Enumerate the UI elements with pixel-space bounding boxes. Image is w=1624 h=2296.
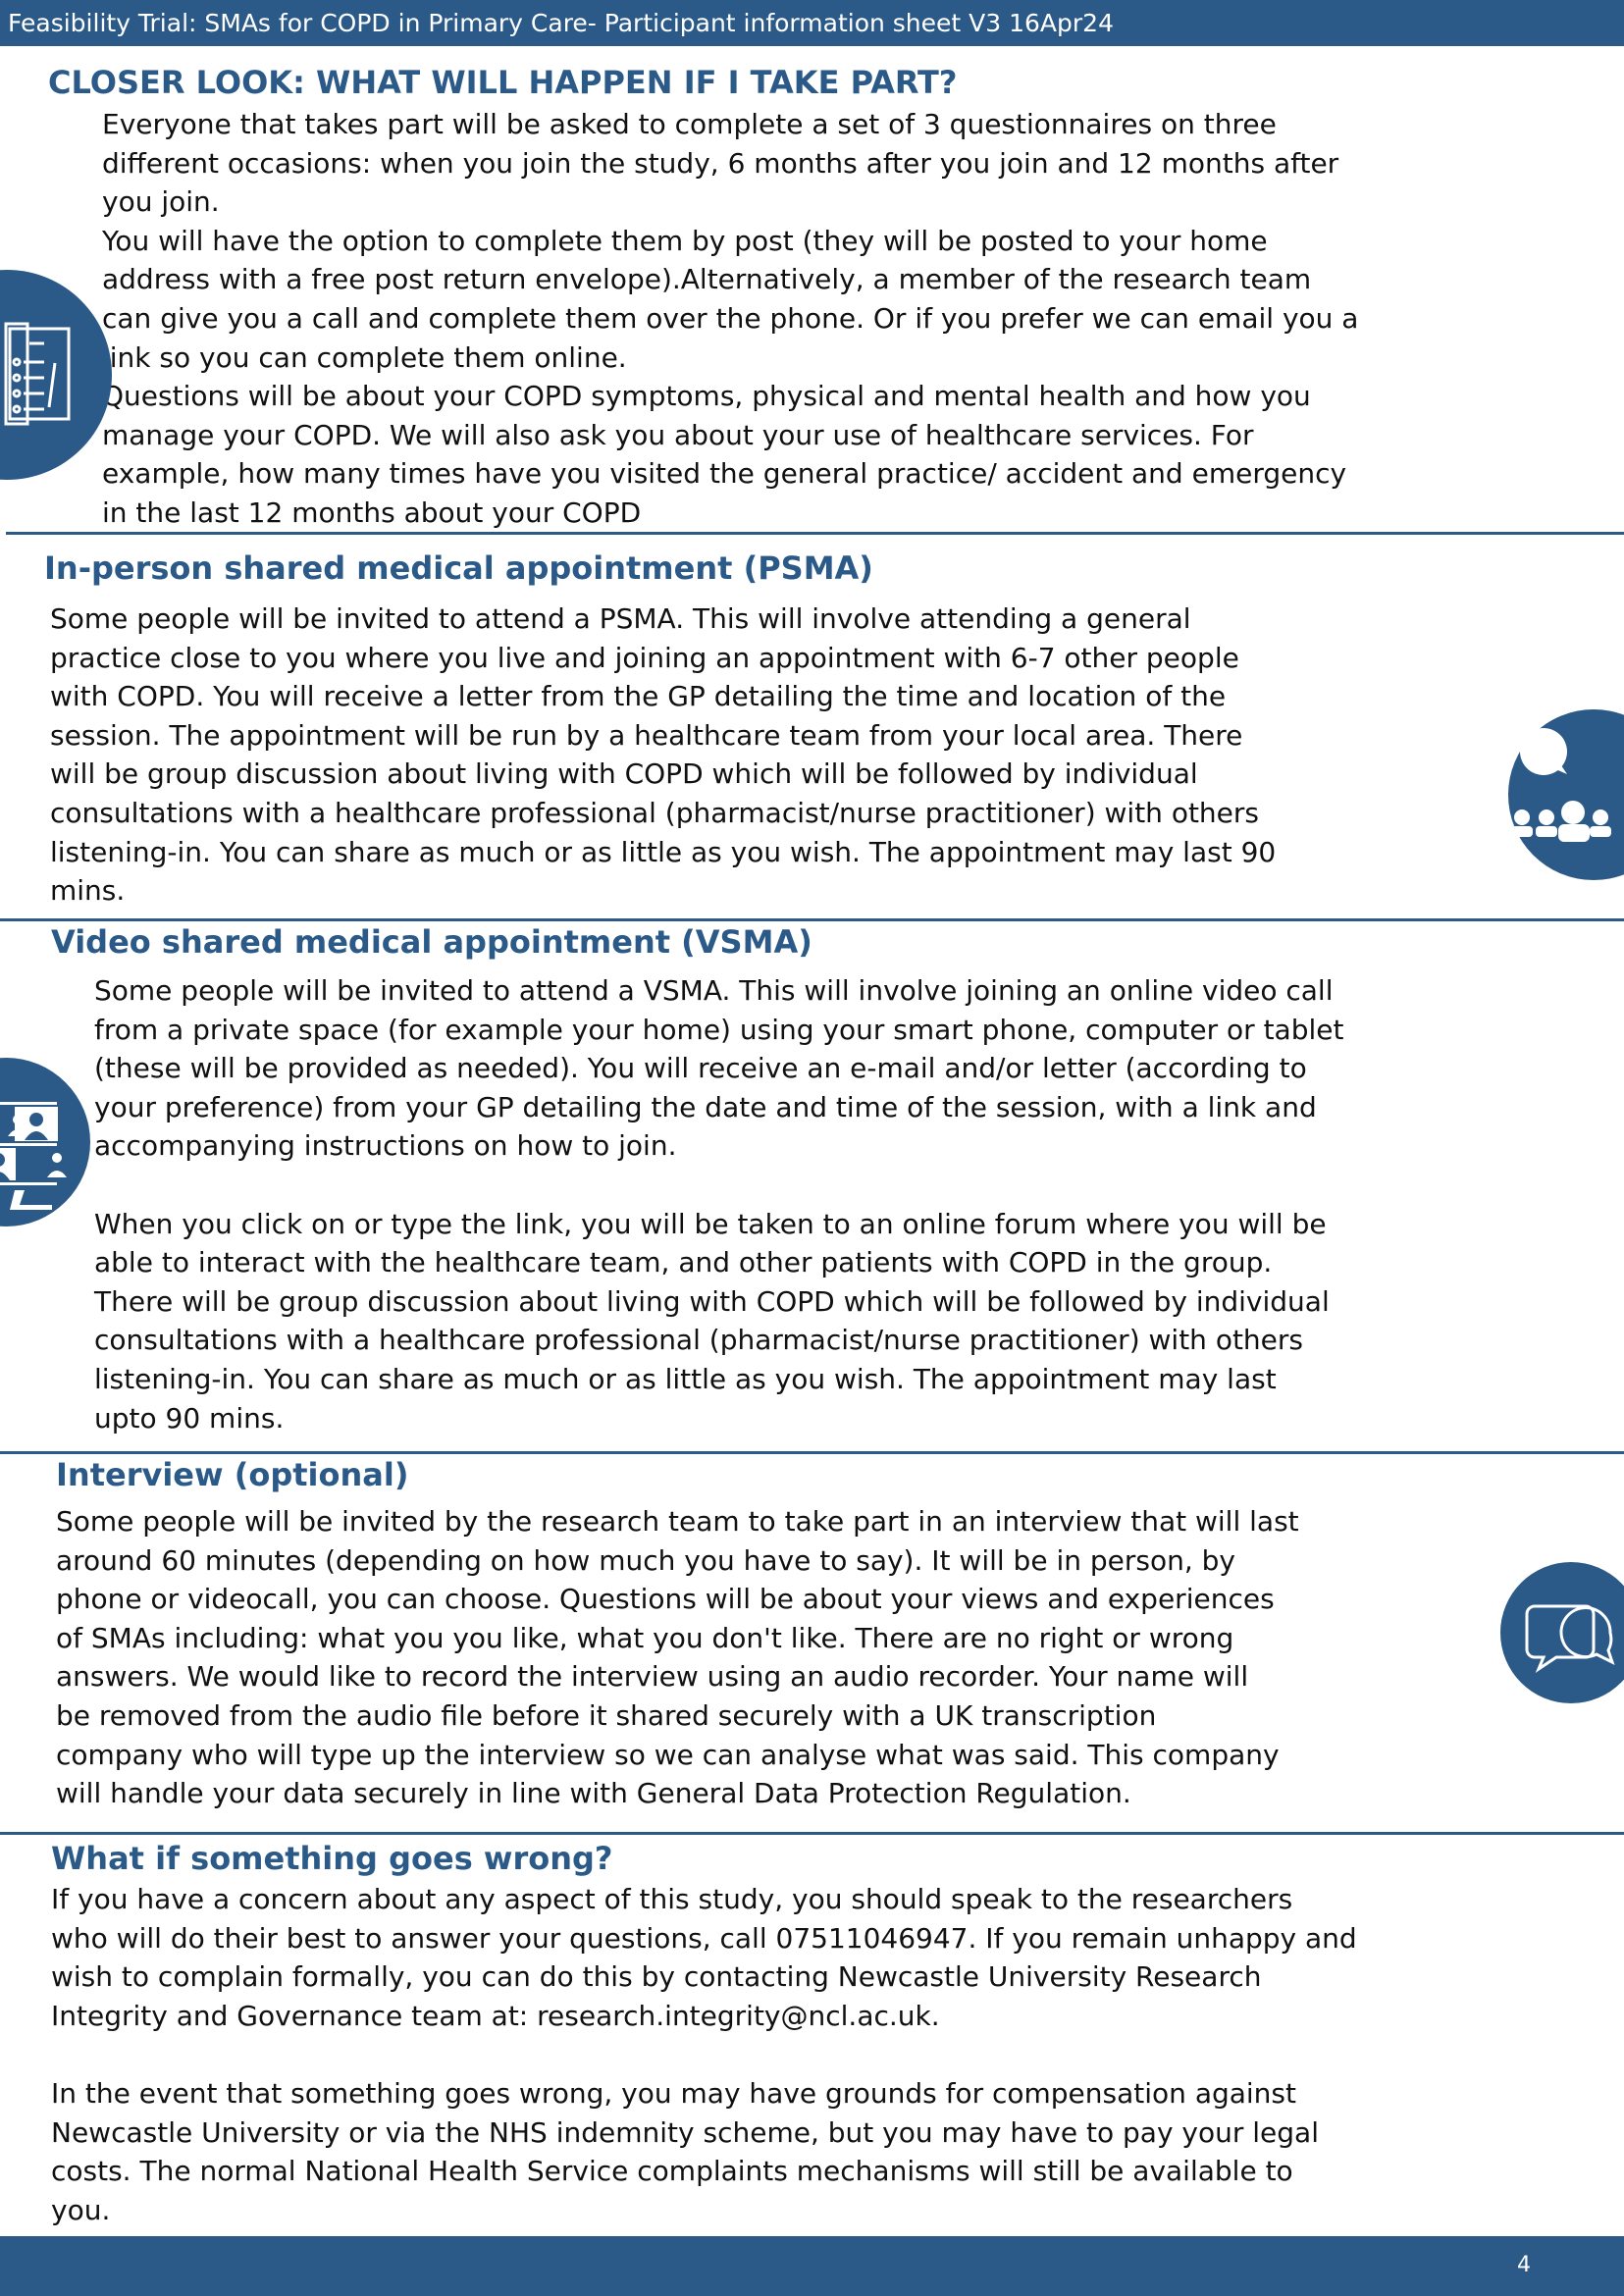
text-line: session. The appointment will be run by …: [50, 718, 1243, 752]
text-line: able to interact with the healthcare tea…: [94, 1246, 1273, 1279]
what-if-wrong-text: If you have a concern about any aspect o…: [51, 1880, 1582, 2229]
text-line: [94, 1166, 1576, 1205]
psma-text: Some people will be invited to attend a …: [50, 600, 1497, 911]
text-line: Some people will be invited to attend a …: [94, 974, 1334, 1007]
text-line: listening-in. You can share as much or a…: [50, 835, 1277, 868]
text-line: who will do their best to answer your qu…: [51, 1921, 1357, 1955]
section-divider: [0, 1451, 1624, 1454]
text-line: wish to complain formally, you can do th…: [51, 1960, 1262, 1994]
text-line: link so you can complete them online.: [102, 340, 627, 374]
text-line: with COPD. You will receive a letter fro…: [50, 680, 1227, 713]
text-line: When you click on or type the link, you …: [94, 1207, 1327, 1240]
closer-look-heading: CLOSER LOOK: WHAT WILL HAPPEN IF I TAKE …: [48, 64, 958, 101]
text-line: around 60 minutes (depending on how much…: [56, 1543, 1236, 1577]
section-divider: [0, 1832, 1624, 1835]
text-line: of SMAs including: what you you like, wh…: [56, 1621, 1234, 1654]
text-line: company who will type up the interview s…: [56, 1738, 1280, 1771]
text-line: Some people will be invited to attend a …: [50, 602, 1191, 635]
text-line: phone or videocall, you can choose. Ques…: [56, 1583, 1275, 1616]
text-line: address with a free post return envelope…: [102, 263, 1312, 296]
text-line: Everyone that takes part will be asked t…: [102, 108, 1277, 140]
what-if-wrong-heading: What if something goes wrong?: [51, 1840, 613, 1877]
text-line: accompanying instructions on how to join…: [94, 1129, 677, 1163]
video-call-icon: [0, 1058, 90, 1226]
interview-heading: Interview (optional): [56, 1456, 409, 1493]
text-line: can give you a call and complete them ov…: [102, 301, 1359, 335]
text-line: answers. We would like to record the int…: [56, 1660, 1249, 1694]
text-line: [51, 2035, 1582, 2074]
section-divider: [6, 532, 1624, 535]
text-line: you.: [51, 2193, 111, 2226]
text-line: Integrity and Governance team at: resear…: [51, 1999, 940, 2032]
vsma-text: Some people will be invited to attend a …: [94, 971, 1576, 1437]
text-line: example, how many times have you visited…: [102, 457, 1347, 491]
text-line: Some people will be invited by the resea…: [56, 1505, 1299, 1538]
text-line: mins.: [50, 874, 126, 908]
closer-look-text: Everyone that takes part will be asked t…: [102, 105, 1584, 533]
text-line: will handle your data securely in line w…: [56, 1777, 1131, 1810]
text-line: consultations with a healthcare professi…: [50, 796, 1259, 829]
speech-bubbles-icon: [1500, 1562, 1624, 1703]
text-line: costs. The normal National Health Servic…: [51, 2155, 1293, 2188]
interview-text: Some people will be invited by the resea…: [56, 1502, 1493, 1813]
text-line: If you have a concern about any aspect o…: [51, 1883, 1293, 1915]
section-divider: [0, 918, 1624, 921]
text-line: Questions will be about your COPD sympto…: [102, 380, 1311, 413]
text-line: consultations with a healthcare professi…: [94, 1324, 1303, 1357]
text-line: from a private space (for example your h…: [94, 1013, 1344, 1046]
page-number: 4: [1517, 2253, 1531, 2277]
text-line: different occasions: when you join the s…: [102, 146, 1339, 180]
text-line: you join.: [102, 185, 220, 219]
questionnaire-checklist-icon: [0, 270, 112, 480]
text-line: listening-in. You can share as much or a…: [94, 1362, 1277, 1395]
footer-bar: [0, 2236, 1624, 2296]
text-line: will be group discussion about living wi…: [50, 757, 1198, 791]
text-line: (these will be provided as needed). You …: [94, 1052, 1307, 1085]
text-line: In the event that something goes wrong, …: [51, 2076, 1296, 2110]
text-line: You will have the option to complete the…: [102, 224, 1268, 257]
text-line: practice close to you where you live and…: [50, 641, 1239, 674]
text-line: There will be group discussion about liv…: [94, 1284, 1330, 1318]
group-discussion-icon: [1508, 709, 1624, 880]
text-line: your preference) from your GP detailing …: [94, 1090, 1317, 1123]
document-header-title: Feasibility Trial: SMAs for COPD in Prim…: [8, 9, 1114, 37]
psma-heading: In-person shared medical appointment (PS…: [44, 549, 873, 587]
vsma-heading: Video shared medical appointment (VSMA): [51, 923, 812, 961]
text-line: in the last 12 months about your COPD: [102, 496, 642, 529]
header-bar: Feasibility Trial: SMAs for COPD in Prim…: [0, 0, 1624, 46]
text-line: manage your COPD. We will also ask you a…: [102, 418, 1254, 451]
text-line: Newcastle University or via the NHS inde…: [51, 2115, 1319, 2149]
text-line: be removed from the audio file before it…: [56, 1698, 1157, 1732]
text-line: upto 90 mins.: [94, 1401, 285, 1435]
